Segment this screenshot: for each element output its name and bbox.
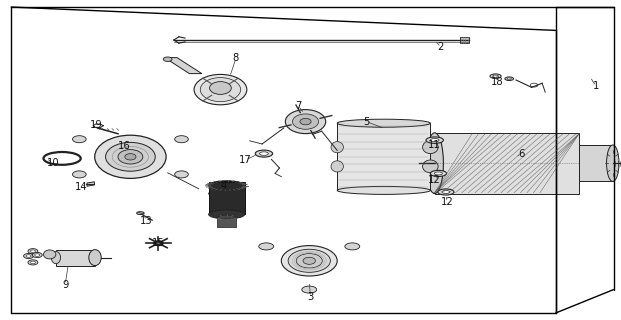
Polygon shape — [56, 250, 95, 266]
Circle shape — [30, 250, 35, 252]
Circle shape — [28, 260, 38, 265]
Circle shape — [30, 261, 35, 264]
Text: 4: 4 — [220, 180, 227, 191]
Ellipse shape — [302, 286, 317, 293]
Text: 1: 1 — [593, 81, 599, 92]
Ellipse shape — [153, 241, 163, 246]
Ellipse shape — [288, 249, 330, 272]
Polygon shape — [435, 133, 579, 194]
Circle shape — [28, 249, 38, 254]
Text: 5: 5 — [363, 116, 369, 127]
Ellipse shape — [49, 154, 75, 163]
Ellipse shape — [505, 77, 514, 81]
Ellipse shape — [94, 135, 166, 179]
Ellipse shape — [337, 186, 430, 194]
Ellipse shape — [73, 136, 86, 143]
Circle shape — [24, 253, 34, 259]
Ellipse shape — [217, 215, 236, 220]
Text: 16: 16 — [118, 141, 130, 151]
Ellipse shape — [209, 181, 245, 190]
Ellipse shape — [281, 246, 337, 276]
Text: 11: 11 — [428, 140, 441, 150]
Ellipse shape — [194, 75, 247, 105]
Ellipse shape — [73, 171, 86, 178]
Polygon shape — [209, 182, 245, 214]
Text: 6: 6 — [519, 148, 525, 159]
Ellipse shape — [200, 78, 240, 102]
Text: 7: 7 — [295, 100, 301, 111]
Text: 15: 15 — [152, 238, 165, 248]
Ellipse shape — [260, 152, 268, 156]
Ellipse shape — [507, 78, 512, 80]
Ellipse shape — [106, 142, 155, 171]
Ellipse shape — [438, 189, 454, 195]
Text: 10: 10 — [47, 158, 59, 168]
Text: 19: 19 — [90, 120, 102, 131]
Ellipse shape — [430, 139, 439, 142]
Text: 9: 9 — [62, 280, 68, 290]
Polygon shape — [217, 218, 236, 227]
Ellipse shape — [422, 141, 438, 154]
Circle shape — [163, 57, 172, 61]
Ellipse shape — [422, 160, 438, 173]
Circle shape — [35, 254, 40, 256]
Text: 18: 18 — [491, 77, 503, 87]
Ellipse shape — [285, 109, 326, 134]
Polygon shape — [87, 182, 94, 186]
Ellipse shape — [426, 133, 443, 194]
Ellipse shape — [303, 257, 315, 264]
Ellipse shape — [430, 171, 446, 177]
Text: 3: 3 — [307, 292, 314, 302]
Ellipse shape — [137, 212, 144, 215]
Text: 8: 8 — [233, 53, 239, 63]
Circle shape — [26, 255, 31, 257]
Ellipse shape — [118, 150, 143, 164]
Polygon shape — [165, 58, 202, 74]
Circle shape — [32, 252, 42, 258]
Ellipse shape — [331, 161, 343, 172]
Ellipse shape — [426, 137, 443, 143]
Ellipse shape — [89, 250, 101, 266]
Ellipse shape — [125, 154, 136, 160]
Polygon shape — [337, 123, 430, 190]
Text: 12: 12 — [428, 175, 441, 185]
Ellipse shape — [337, 119, 430, 127]
Ellipse shape — [493, 75, 499, 77]
Ellipse shape — [209, 189, 245, 198]
Text: 2: 2 — [438, 42, 444, 52]
Ellipse shape — [175, 171, 188, 178]
Ellipse shape — [490, 74, 501, 78]
Ellipse shape — [607, 145, 619, 181]
Bar — [460, 37, 469, 43]
Ellipse shape — [43, 250, 56, 259]
Ellipse shape — [156, 242, 160, 244]
Text: 17: 17 — [239, 155, 252, 165]
Ellipse shape — [331, 141, 343, 153]
Text: 12: 12 — [441, 197, 453, 207]
Ellipse shape — [51, 252, 61, 264]
Text: 13: 13 — [140, 216, 152, 226]
Ellipse shape — [175, 136, 188, 143]
Polygon shape — [579, 145, 613, 181]
Ellipse shape — [442, 190, 450, 193]
Ellipse shape — [292, 114, 319, 129]
Ellipse shape — [296, 253, 322, 268]
Ellipse shape — [300, 118, 311, 125]
Ellipse shape — [435, 172, 442, 175]
Ellipse shape — [255, 150, 273, 157]
Ellipse shape — [345, 243, 360, 250]
Circle shape — [530, 83, 538, 87]
Ellipse shape — [209, 210, 245, 219]
Ellipse shape — [209, 82, 231, 94]
Text: 14: 14 — [75, 182, 87, 192]
Ellipse shape — [259, 243, 274, 250]
